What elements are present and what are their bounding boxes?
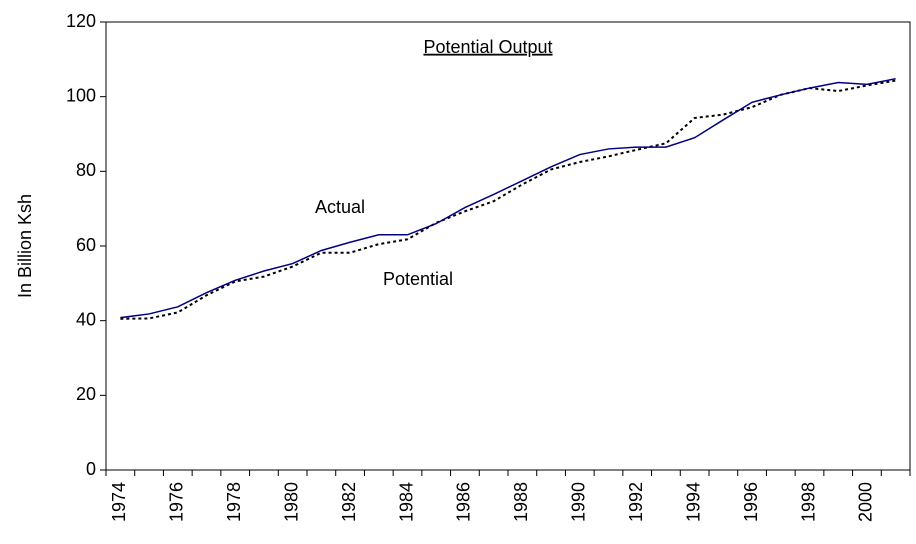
- x-tick-label: 2000: [856, 482, 876, 522]
- y-tick-label: 100: [66, 85, 96, 105]
- y-axis-label: In Billion Ksh: [15, 194, 35, 298]
- x-tick-label: 1988: [511, 482, 531, 522]
- x-tick-label: 1992: [626, 482, 646, 522]
- annotation: Potential: [383, 269, 453, 289]
- x-tick-label: 1982: [339, 482, 359, 522]
- y-tick-label: 60: [76, 235, 96, 255]
- line-series: [120, 78, 896, 319]
- line-series: [120, 79, 896, 320]
- x-tick-label: 1996: [741, 482, 761, 522]
- x-tick-label: 1980: [281, 482, 301, 522]
- y-tick-label: 120: [66, 11, 96, 31]
- x-tick-label: 1974: [109, 482, 129, 522]
- y-tick-label: 0: [86, 459, 96, 479]
- y-tick-label: 80: [76, 160, 96, 180]
- y-tick-label: 40: [76, 309, 96, 329]
- x-tick-label: 1998: [798, 482, 818, 522]
- y-tick-label: 20: [76, 384, 96, 404]
- chart-title: Potential Output: [423, 37, 552, 57]
- x-tick-label: 1984: [396, 482, 416, 522]
- plot-frame: [105, 21, 911, 471]
- x-tick-label: 1990: [569, 482, 589, 522]
- x-tick-label: 1976: [167, 482, 187, 522]
- x-tick-label: 1994: [683, 482, 703, 522]
- x-tick-label: 1978: [224, 482, 244, 522]
- x-tick-label: 1986: [454, 482, 474, 522]
- annotation: Actual: [315, 197, 365, 217]
